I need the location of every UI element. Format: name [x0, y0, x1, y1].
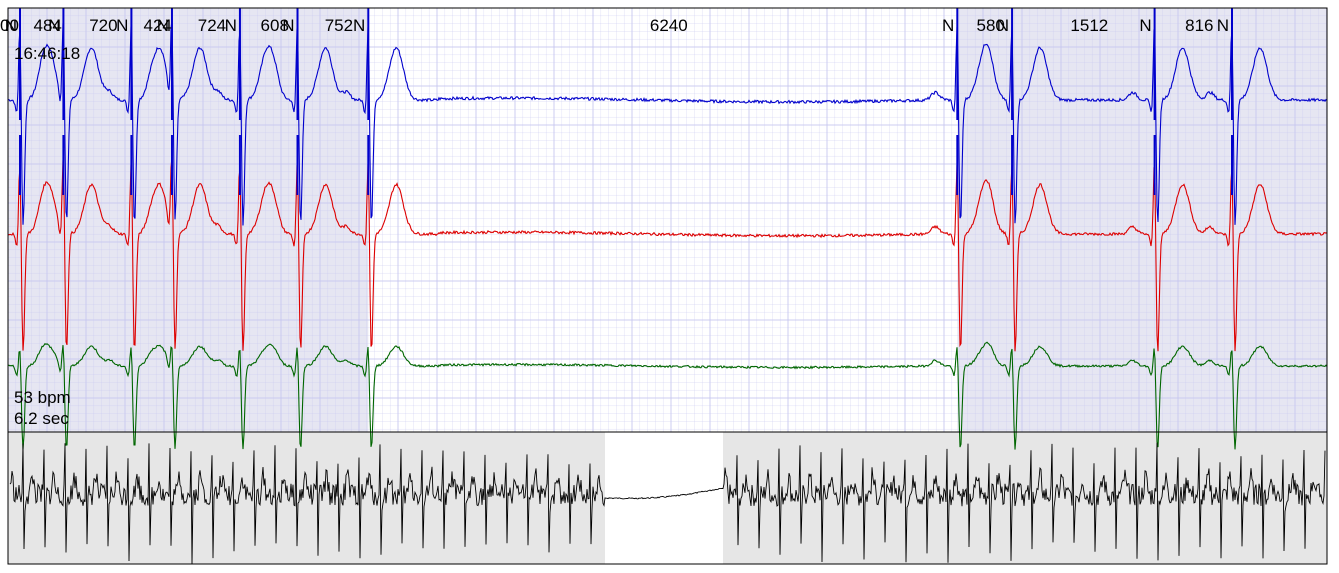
rr-interval-label: 6240 — [650, 16, 688, 35]
overview-trace — [9, 442, 1326, 565]
rr-interval-label: 424 — [143, 16, 171, 35]
beat-label: N — [353, 16, 365, 35]
strip-time-label: 16:46:18 — [14, 44, 80, 63]
beat-label: N — [1139, 16, 1151, 35]
beat-label: N — [942, 16, 954, 35]
highlight-region — [957, 8, 1327, 432]
strip-duration-label: 6.2 sec — [14, 409, 69, 428]
beat-label: N — [997, 16, 1009, 35]
rr-interval-label: 720 — [89, 16, 117, 35]
rr-interval-label: 1400 — [0, 16, 19, 35]
beat-label: N — [282, 16, 294, 35]
beat-label: N — [1217, 16, 1229, 35]
rr-interval-label: 1512 — [1070, 16, 1108, 35]
beat-label: N — [157, 16, 169, 35]
beat-label: N — [48, 16, 60, 35]
rr-interval-label: 752 — [325, 16, 353, 35]
rr-interval-label: 580 — [977, 16, 1005, 35]
overview-highlight — [8, 432, 605, 564]
rr-interval-label: 484 — [34, 16, 62, 35]
ecg-channel-1-trace — [8, 18, 1328, 226]
chart-frame — [7, 7, 1328, 565]
ecg-channel-3-trace — [7, 341, 1328, 450]
beat-label: N — [225, 16, 237, 35]
rr-interval-label: 608 — [261, 16, 289, 35]
heart-rate-label: 53 bpm — [14, 388, 71, 407]
ecg-channel-2-trace — [7, 156, 1328, 352]
rr-interval-label: 724 — [198, 16, 226, 35]
rr-interval-label: 816 — [1185, 16, 1213, 35]
beat-label: N — [116, 16, 128, 35]
